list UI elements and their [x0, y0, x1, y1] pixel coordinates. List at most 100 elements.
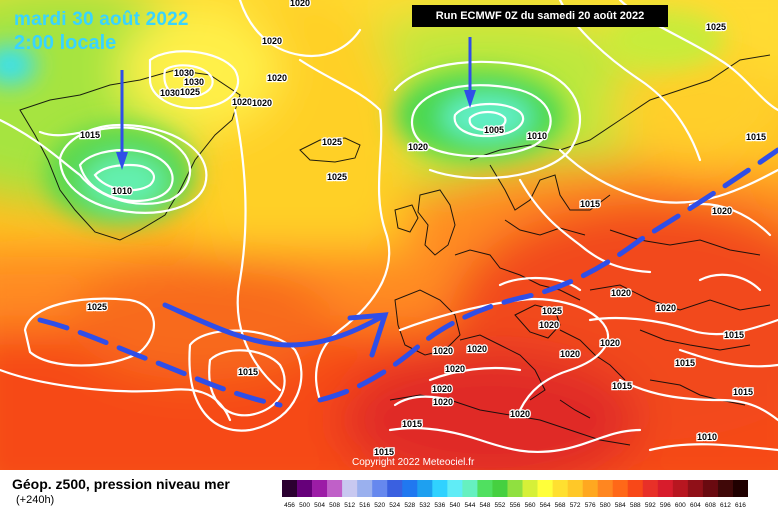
- pressure-label: 1025: [322, 137, 342, 147]
- forecast-time: 2:00 locale: [14, 32, 117, 54]
- pressure-label: 1020: [267, 73, 287, 83]
- color-scale-swatch: [462, 480, 478, 497]
- coastlines: [19, 54, 771, 446]
- copyright: Copyright 2022 Meteociel.fr: [352, 457, 475, 468]
- color-scale-label: 456: [284, 502, 295, 509]
- color-scale-label: 516: [359, 502, 370, 509]
- pressure-label: 1020: [539, 320, 559, 330]
- pressure-label: 1015: [402, 419, 422, 429]
- color-scale-swatch: [447, 480, 463, 497]
- pressure-label: 1020: [290, 0, 310, 8]
- color-scale-swatch: [612, 480, 629, 497]
- color-scale-swatch: [297, 480, 313, 497]
- color-scale-swatch: [672, 480, 689, 497]
- color-scale-label: 536: [434, 502, 445, 509]
- pressure-label: 1015: [733, 387, 753, 397]
- color-scale-swatch: [537, 480, 553, 497]
- color-scale-label: 604: [690, 502, 701, 509]
- color-scale-swatch: [357, 480, 373, 497]
- color-scale-label: 616: [735, 502, 746, 509]
- color-scale-swatch: [627, 480, 644, 497]
- pressure-label: 1010: [112, 186, 132, 196]
- color-scale-swatch: [657, 480, 674, 497]
- pressure-label: 1010: [527, 131, 547, 141]
- color-scale-swatch: [642, 480, 659, 497]
- pressure-label: 1015: [675, 358, 695, 368]
- pressure-label: 1025: [180, 87, 200, 97]
- color-scale-swatch: [492, 480, 508, 497]
- color-scale-swatch: [387, 480, 403, 497]
- pressure-label: 1020: [262, 36, 282, 46]
- pressure-label: 1020: [510, 409, 530, 419]
- pressure-label: 1020: [252, 98, 272, 108]
- color-scale-swatch: [732, 480, 748, 497]
- pressure-label: 1010: [697, 432, 717, 442]
- pressure-label: 1020: [408, 142, 428, 152]
- color-scale-swatch: [312, 480, 328, 497]
- color-scale-swatch: [342, 480, 358, 497]
- color-scale-swatch: [402, 480, 418, 497]
- color-scale-swatch: [552, 480, 568, 497]
- pressure-label: 1015: [374, 447, 394, 457]
- color-scale-swatch: [522, 480, 538, 497]
- pressure-label: 1020: [232, 97, 252, 107]
- pressure-label: 1020: [433, 397, 453, 407]
- legend-subtitle: (+240h): [16, 494, 55, 506]
- pressure-label: 1030: [184, 77, 204, 87]
- color-scale-swatch: [372, 480, 388, 497]
- color-scale-label: 532: [419, 502, 430, 509]
- color-scale-label: 512: [344, 502, 355, 509]
- color-scale-label: 548: [480, 502, 491, 509]
- color-scale-label: 540: [449, 502, 460, 509]
- pressure-label: 1020: [600, 338, 620, 348]
- color-scale-swatch: [597, 480, 614, 497]
- pressure-label: 1025: [327, 172, 347, 182]
- low-pointer-arrows: [116, 37, 476, 170]
- color-scale-label: 592: [645, 502, 656, 509]
- color-scale-swatch: [567, 480, 583, 497]
- color-scale-label: 576: [585, 502, 596, 509]
- pressure-label: 1020: [432, 384, 452, 394]
- color-scale-label: 564: [540, 502, 551, 509]
- jet-stream: [37, 147, 778, 408]
- pressure-label: 1020: [611, 288, 631, 298]
- pressure-label: 1020: [467, 344, 487, 354]
- color-scale-label: 552: [495, 502, 506, 509]
- color-scale-swatch: [477, 480, 493, 497]
- pressure-label: 1015: [612, 381, 632, 391]
- pressure-label: 1020: [656, 303, 676, 313]
- pressure-label: 1015: [238, 367, 258, 377]
- color-scale-swatch: [282, 480, 298, 497]
- color-scale-label: 612: [720, 502, 731, 509]
- pressure-label: 1015: [580, 199, 600, 209]
- color-scale-label: 596: [660, 502, 671, 509]
- color-scale-label: 520: [374, 502, 385, 509]
- color-scale-label: 528: [404, 502, 415, 509]
- color-scale-label: 560: [525, 502, 536, 509]
- pressure-label: 1025: [706, 22, 726, 32]
- color-scale-label: 580: [600, 502, 611, 509]
- legend-title: Géop. z500, pression niveau mer: [12, 476, 230, 492]
- pressure-label: 1025: [87, 302, 107, 312]
- pressure-label: 1020: [712, 206, 732, 216]
- pressure-label: 1020: [445, 364, 465, 374]
- pressure-label: 1015: [80, 130, 100, 140]
- color-scale-label: 572: [570, 502, 581, 509]
- pressure-label: 1020: [433, 346, 453, 356]
- pressure-label: 1015: [724, 330, 744, 340]
- color-scale-swatch: [582, 480, 598, 497]
- color-scale-label: 584: [615, 502, 626, 509]
- color-scale-label: 556: [510, 502, 521, 509]
- color-scale-swatch: [687, 480, 704, 497]
- color-scale-swatch: [432, 480, 448, 497]
- color-scale-label: 508: [329, 502, 340, 509]
- color-scale-label: 568: [555, 502, 566, 509]
- color-scale-swatch: [717, 480, 734, 497]
- color-scale-swatch: [507, 480, 523, 497]
- pressure-label: 1005: [484, 125, 504, 135]
- pressure-label: 1025: [542, 306, 562, 316]
- color-scale-label: 500: [299, 502, 310, 509]
- color-scale-label: 608: [705, 502, 716, 509]
